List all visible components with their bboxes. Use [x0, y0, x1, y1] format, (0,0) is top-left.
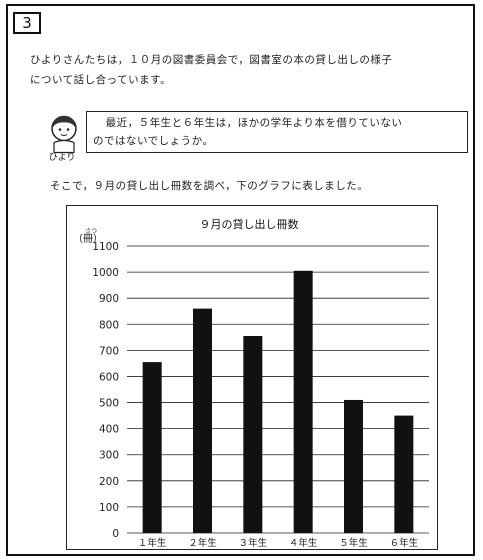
x-tick-label: ５年生	[339, 537, 368, 549]
speech-line-2: のではないでしょうか。	[93, 135, 214, 147]
y-axis-ruby: さつ	[85, 228, 97, 235]
girl-avatar-icon	[51, 115, 77, 154]
x-tick-label: ２年生	[188, 537, 217, 549]
x-tick-label: ３年生	[239, 537, 268, 549]
speech-line-1: 最近，５年生と６年生は，ほかの学年より本を借りていない	[105, 117, 403, 129]
lead-text: そこで，９月の貸し出し冊数を調べ，下のグラフに表しました。	[50, 180, 369, 192]
bar-2	[193, 308, 212, 533]
intro-line-1: ひよりさんたちは，１０月の図書委員会で，図書室の本の貸し出しの様子	[30, 54, 393, 66]
bar-4	[293, 270, 313, 533]
x-tick-label: ６年生	[390, 537, 419, 549]
y-tick-label: 600	[99, 371, 119, 383]
y-tick-label: 700	[99, 345, 119, 357]
bar-3	[243, 336, 263, 533]
bar-6	[394, 415, 414, 533]
intro-text: ひよりさんたちは，１０月の図書委員会で，図書室の本の貸し出しの様子 について話し…	[30, 50, 460, 90]
bar-5	[344, 399, 363, 533]
y-tick-label: 100	[99, 502, 119, 514]
y-tick-label: 400	[99, 424, 119, 436]
chart-box: ９月の貸し出し冊数 さつ （冊） 0 100 200 300 400 500 600 700 8…	[66, 205, 438, 550]
y-tick-label: 1000	[92, 267, 119, 279]
x-tick-label: １年生	[138, 537, 167, 549]
bar-chart: ９月の貸し出し冊数 さつ （冊） 0 100 200 300 400 500 600 700 8…	[73, 217, 429, 549]
chart-title: ９月の貸し出し冊数	[200, 217, 299, 231]
y-tick-label: 500	[99, 398, 119, 410]
y-tick-label: 1100	[92, 241, 119, 253]
y-tick-label: 200	[99, 476, 119, 488]
y-tick-label: 800	[99, 319, 119, 331]
y-axis-label: （冊）	[73, 233, 103, 245]
question-number: 3	[13, 12, 41, 34]
y-tick-label: 900	[99, 293, 119, 305]
speech-box: 最近，５年生と６年生は，ほかの学年より本を借りていない のではないでしょうか。	[86, 111, 468, 153]
bar-1	[142, 362, 162, 533]
y-tick-label: 0	[112, 528, 119, 540]
intro-line-2: について話し合っています。	[30, 74, 172, 86]
x-tick-label: ４年生	[289, 537, 318, 549]
speaker-name: ひより	[48, 153, 76, 163]
y-tick-label: 300	[99, 450, 119, 462]
